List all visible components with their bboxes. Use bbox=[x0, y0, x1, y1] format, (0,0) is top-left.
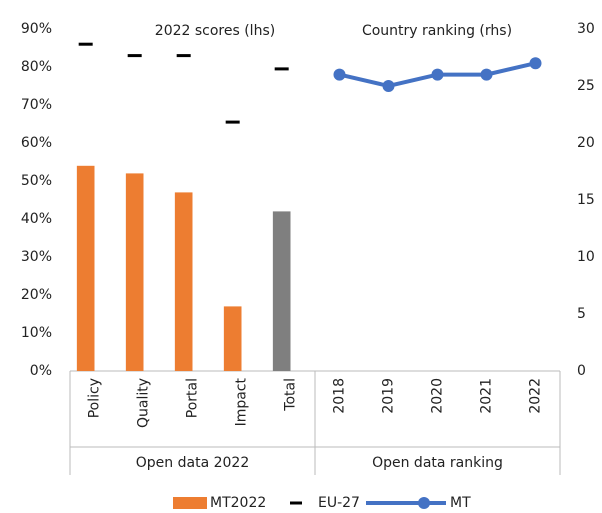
legend-swatch bbox=[290, 501, 302, 505]
y-tick-label: 20% bbox=[21, 287, 52, 303]
dash-marker bbox=[176, 54, 191, 58]
x-tick-label: 2018 bbox=[332, 378, 348, 414]
dash-marker bbox=[225, 120, 240, 124]
y-tick-label: 40% bbox=[21, 211, 52, 227]
group-label: Open data ranking bbox=[372, 455, 503, 471]
x-tick-label: 2021 bbox=[479, 378, 495, 414]
x-tick-label: Portal bbox=[185, 378, 201, 418]
subtitle: Country ranking (rhs) bbox=[362, 23, 512, 39]
y-tick-label: 60% bbox=[21, 135, 52, 151]
dash-marker bbox=[78, 42, 93, 46]
y-tick-label: 80% bbox=[21, 59, 52, 75]
legend-swatch bbox=[418, 497, 430, 509]
dash-marker bbox=[274, 67, 289, 71]
line-marker bbox=[529, 57, 542, 70]
y2-tick-label: 20 bbox=[577, 135, 595, 151]
x-tick-label: Impact bbox=[234, 377, 250, 426]
legend-label: MT bbox=[450, 495, 471, 511]
y2-tick-label: 10 bbox=[577, 249, 595, 265]
x-tick-label: 2020 bbox=[430, 378, 446, 414]
y2-tick-label: 5 bbox=[577, 306, 586, 322]
x-tick-label: Policy bbox=[87, 378, 103, 418]
legend-swatch bbox=[173, 497, 207, 509]
y2-tick-label: 0 bbox=[577, 363, 586, 379]
legend-label: MT2022 bbox=[210, 495, 266, 511]
y2-tick-label: 30 bbox=[577, 21, 595, 37]
subtitle: 2022 scores (lhs) bbox=[155, 23, 275, 39]
x-tick-label: Total bbox=[283, 378, 299, 412]
legend-label: EU-27 bbox=[318, 495, 360, 511]
y2-tick-label: 25 bbox=[577, 78, 595, 94]
y-tick-label: 70% bbox=[21, 97, 52, 113]
line-marker bbox=[480, 68, 493, 81]
bar bbox=[272, 211, 291, 371]
dash-marker bbox=[127, 54, 142, 58]
line-marker bbox=[382, 80, 395, 92]
y-tick-label: 50% bbox=[21, 173, 52, 189]
x-tick-label: 2022 bbox=[528, 378, 544, 414]
y-tick-label: 10% bbox=[21, 325, 52, 341]
y-tick-label: 90% bbox=[21, 21, 52, 37]
y2-tick-label: 15 bbox=[577, 192, 595, 208]
x-tick-label: Quality bbox=[136, 378, 152, 428]
y-tick-label: 0% bbox=[30, 363, 52, 379]
line-marker bbox=[333, 68, 346, 81]
y-tick-label: 30% bbox=[21, 249, 52, 265]
group-label: Open data 2022 bbox=[136, 455, 249, 471]
bar bbox=[174, 192, 193, 371]
bar bbox=[125, 173, 144, 371]
line-marker bbox=[431, 68, 444, 81]
bar bbox=[223, 306, 242, 371]
bar bbox=[76, 165, 95, 371]
x-tick-label: 2019 bbox=[381, 378, 397, 414]
